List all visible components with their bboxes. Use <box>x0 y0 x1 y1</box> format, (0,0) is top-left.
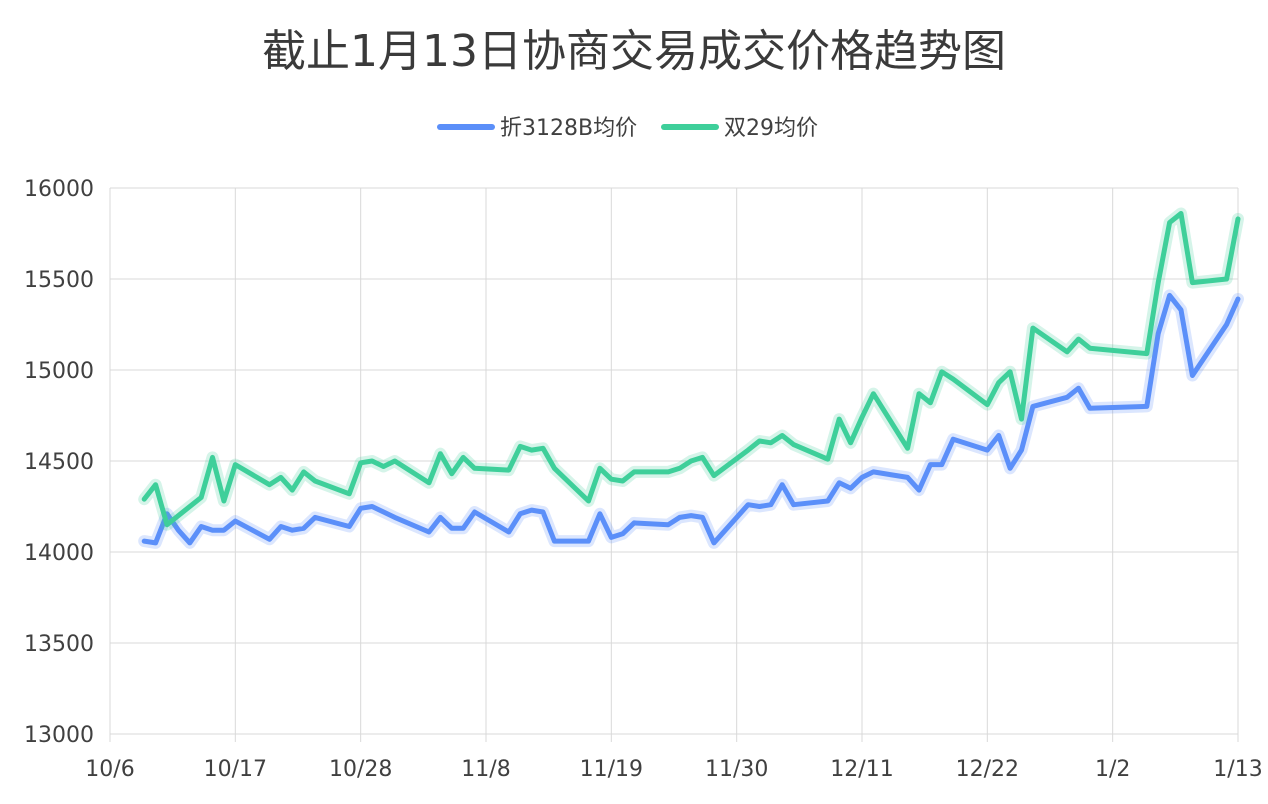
y-tick-label: 14500 <box>24 450 94 475</box>
x-tick-label: 10/28 <box>329 757 392 782</box>
x-tick-label: 12/22 <box>956 757 1019 782</box>
x-tick-label: 10/17 <box>204 757 267 782</box>
grid <box>109 187 1239 735</box>
series-line-2 <box>141 211 1241 528</box>
axes: 13000 13500 14000 14500 15000 15500 16000 10/6 1… <box>24 177 1263 782</box>
legend-label-series-2: 双29均价 <box>724 116 818 141</box>
y-tick-label: 16000 <box>24 177 94 202</box>
x-tick-label: 10/6 <box>85 757 134 782</box>
x-tick-label: 11/8 <box>461 757 510 782</box>
y-tick-label: 15000 <box>24 359 94 384</box>
x-tick-label: 12/11 <box>830 757 893 782</box>
y-tick-label: 15500 <box>24 268 94 293</box>
y-tick-label: 13000 <box>24 723 94 748</box>
legend-item-series-1[interactable]: 折3128B均价 <box>437 116 637 141</box>
legend-item-series-2[interactable]: 双29均价 <box>661 116 818 141</box>
x-tick-label: 11/19 <box>580 757 643 782</box>
y-tick-label: 13500 <box>24 632 94 657</box>
x-tick-label: 1/13 <box>1213 757 1262 782</box>
y-tick-label: 14000 <box>24 541 94 566</box>
series-lines <box>138 207 1244 549</box>
series-line-1 <box>141 292 1241 546</box>
chart-title: 截止1月13日协商交易成交价格趋势图 <box>262 26 1006 77</box>
legend-label-series-1: 折3128B均价 <box>500 116 637 141</box>
legend: 折3128B均价 双29均价 <box>437 116 818 141</box>
x-tick-label: 1/2 <box>1095 757 1130 782</box>
x-tick-label: 11/30 <box>705 757 768 782</box>
series-glow-1 <box>138 289 1244 549</box>
